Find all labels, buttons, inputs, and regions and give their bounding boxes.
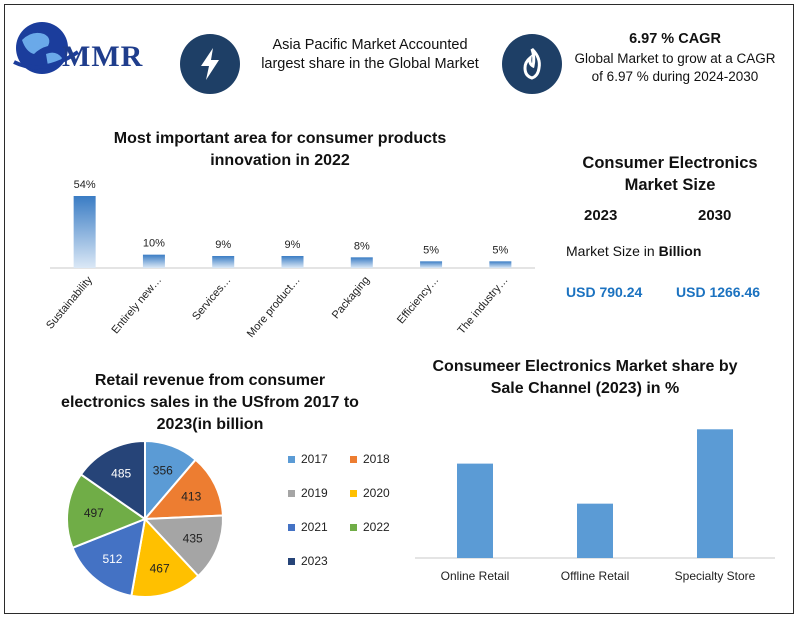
pie-slice-2023 [79, 439, 146, 521]
market-size-title: Consumer Electronics Market Size [582, 154, 758, 194]
sale-channel-bar-chart: Online Retail Offline Retail Specialty Sto… [415, 429, 775, 583]
market-year-2023: 2023 [584, 207, 618, 224]
legend-swatch-2023 [288, 557, 295, 565]
bar-2 [212, 256, 235, 268]
category-label-2: Services… [190, 274, 233, 322]
pie-label-2023: 485 [111, 466, 131, 480]
channel-bar-2 [697, 429, 733, 558]
bar-3 [281, 256, 304, 268]
pie-label-2020: 467 [150, 561, 170, 575]
legend-swatch-2022 [350, 523, 357, 531]
pie-label-2021: 512 [102, 552, 122, 566]
lightning-icon [180, 34, 240, 94]
category-label-1: Entirely new… [109, 274, 164, 336]
legend-item-2018: 2018 [350, 452, 390, 466]
category-label-5: Efficiency… [395, 274, 441, 326]
innovation-chart-title: Most important area for consumer product… [113, 130, 447, 169]
category-label-0: Sustainability [44, 274, 95, 332]
legend-swatch-2020 [350, 489, 357, 497]
category-label-6: The industry… [455, 274, 510, 337]
bar-4 [350, 257, 373, 268]
bar-0 [73, 196, 96, 268]
data-label-6: 5% [492, 244, 508, 256]
category-label-4: Packaging [330, 274, 372, 321]
pie-label-2017: 356 [153, 464, 173, 478]
channel-bar-0 [457, 463, 493, 558]
pie-label-2019: 435 [183, 531, 203, 545]
bar-5 [420, 261, 443, 268]
legend-item-2020: 2020 [350, 486, 390, 500]
pie-slice-2018 [142, 458, 224, 521]
data-label-5: 5% [423, 244, 439, 256]
data-label-2: 9% [215, 239, 231, 251]
legend-item-2023: 2023 [288, 554, 328, 568]
brand-logo-text: MMR [62, 40, 144, 73]
market-value-2030: USD 1266.46 [676, 284, 761, 300]
legend-label-2017: 2017 [301, 452, 328, 466]
legend-label-2018: 2018 [363, 452, 390, 466]
pie-slice-2020 [130, 516, 200, 598]
data-label-0: 54% [74, 179, 96, 191]
legend-swatch-2017 [288, 455, 295, 463]
innovation-bar-chart: 54% Sustainability 10% Entirely new… 9% Servi… [44, 179, 535, 340]
legend-swatch-2021 [288, 523, 295, 531]
data-label-4: 8% [354, 240, 370, 252]
pie-label-2018: 413 [181, 489, 201, 503]
channel-bar-1 [577, 503, 613, 558]
legend-swatch-2018 [350, 455, 357, 463]
market-year-2030: 2030 [698, 207, 732, 224]
data-label-3: 9% [285, 239, 301, 251]
flame-icon [502, 34, 562, 94]
channel-label-2: Specialty Store [675, 569, 756, 583]
legend-swatch-2019 [288, 489, 295, 497]
bar-1 [142, 254, 165, 268]
legend-label-2023: 2023 [301, 554, 328, 568]
market-size-label-unit: Billion [658, 243, 702, 259]
data-label-1: 10% [143, 238, 165, 250]
retail-revenue-pie-chart: 356 413 435 467 512 497 485 [66, 439, 224, 598]
legend-item-2022: 2022 [350, 520, 390, 534]
market-size-label-prefix: Market Size in [566, 243, 655, 259]
legend-label-2020: 2020 [363, 486, 390, 500]
infographic-frame [4, 4, 794, 614]
market-value-2023: USD 790.24 [566, 284, 643, 300]
market-size-label: Market Size in Billion [566, 243, 701, 259]
bar-6 [489, 261, 512, 268]
category-label-3: More product… [245, 274, 303, 340]
pie-label-2022: 497 [84, 506, 104, 520]
asia-pacific-note: Asia Pacific Market Accounted largest sh… [261, 37, 479, 72]
globe-logo-icon [13, 22, 80, 74]
legend-item-2017: 2017 [288, 452, 328, 466]
cagr-title: 6.97 % CAGR [629, 31, 721, 47]
pie-slice-2021 [71, 517, 147, 597]
legend-label-2022: 2022 [363, 520, 390, 534]
legend-label-2021: 2021 [301, 520, 328, 534]
legend-item-2021: 2021 [288, 520, 328, 534]
channel-label-1: Offline Retail [561, 569, 629, 583]
channel-label-0: Online Retail [441, 569, 510, 583]
legend-item-2019: 2019 [288, 486, 328, 500]
pie-slice-2022 [66, 473, 148, 550]
retail-revenue-title: Retail revenue from consumer electronics… [61, 372, 359, 433]
legend-label-2019: 2019 [301, 486, 328, 500]
pie-slice-2019 [142, 514, 224, 578]
sale-channel-title: Consumeer Electronics Market share by Sa… [432, 358, 738, 397]
cagr-note: Global Market to grow at a CAGR of 6.97 … [574, 51, 776, 84]
